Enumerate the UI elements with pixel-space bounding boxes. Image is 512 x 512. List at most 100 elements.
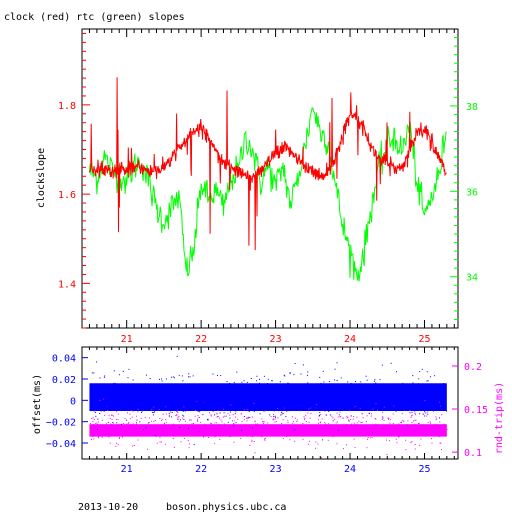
scatter-point-offset	[153, 411, 155, 413]
scatter-point-offset	[253, 411, 255, 413]
scatter-point-offset	[269, 400, 271, 402]
scatter-point-offset	[446, 410, 448, 412]
scatter-point-rnd-trip	[96, 422, 98, 424]
scatter-point-rnd-trip	[116, 442, 118, 444]
scatter-point-rnd-trip	[393, 405, 395, 407]
scatter-point-rnd-trip	[320, 425, 322, 427]
scatter-point-rnd-trip	[429, 422, 431, 424]
scatter-point-offset	[148, 422, 150, 424]
scatter-point-offset	[97, 418, 99, 420]
scatter-point-rnd-trip	[260, 426, 262, 428]
scatter-point-offset	[230, 403, 232, 405]
scatter-point-rnd-trip	[339, 416, 341, 418]
scatter-point-rnd-trip	[387, 430, 389, 432]
scatter-point-offset	[159, 400, 161, 402]
scatter-point-rnd-trip	[146, 448, 148, 450]
scatter-point-offset	[280, 414, 282, 416]
scatter-point-rnd-trip	[294, 417, 296, 419]
scatter-point-rnd-trip	[277, 434, 279, 436]
scatter-point-rnd-trip	[140, 429, 142, 431]
scatter-point-rnd-trip	[191, 423, 193, 425]
scatter-point-offset	[337, 391, 339, 393]
scatter-point-offset	[432, 409, 434, 411]
scatter-point-rnd-trip	[92, 421, 94, 423]
scatter-point-offset	[392, 400, 394, 402]
scatter-point-offset	[332, 420, 334, 422]
scatter-point-offset	[344, 390, 346, 392]
scatter-point-rnd-trip	[375, 418, 377, 420]
scatter-point-rnd-trip	[264, 438, 266, 440]
scatter-point-rnd-trip	[139, 426, 141, 428]
scatter-point-rnd-trip	[240, 437, 242, 439]
scatter-point-offset	[149, 397, 151, 399]
scatter-point-rnd-trip	[414, 419, 416, 421]
scatter-point-offset	[437, 390, 439, 392]
scatter-point-offset	[403, 409, 405, 411]
scatter-point-offset	[288, 383, 290, 385]
scatter-point-rnd-trip	[148, 417, 150, 419]
bottom-x-tick-label: 22	[195, 464, 207, 475]
scatter-point-offset	[343, 394, 345, 396]
scatter-point-offset	[208, 405, 210, 407]
scatter-point-rnd-trip	[378, 425, 380, 427]
scatter-point-offset	[148, 408, 150, 410]
scatter-point-rnd-trip	[391, 427, 393, 429]
scatter-point-rnd-trip	[118, 423, 120, 425]
scatter-point-offset	[90, 386, 92, 388]
scatter-point-offset	[407, 385, 409, 387]
scatter-point-rnd-trip	[153, 406, 155, 408]
scatter-point-offset	[421, 368, 423, 370]
scatter-point-offset	[285, 416, 287, 418]
scatter-point-rnd-trip	[369, 431, 371, 433]
scatter-point-offset	[444, 394, 446, 396]
scatter-point-offset	[368, 395, 370, 397]
scatter-point-offset	[175, 401, 177, 403]
scatter-point-offset	[195, 385, 197, 387]
scatter-point-rnd-trip	[367, 425, 369, 427]
scatter-point-rnd-trip	[108, 415, 110, 417]
scatter-point-rnd-trip	[210, 422, 212, 424]
scatter-point-offset	[294, 429, 296, 431]
scatter-point-offset	[417, 387, 419, 389]
scatter-point-rnd-trip	[178, 421, 180, 423]
scatter-point-offset	[264, 390, 266, 392]
bottom-x-tick-label: 21	[121, 464, 133, 475]
scatter-point-offset	[136, 419, 138, 421]
scatter-point-offset	[432, 399, 434, 401]
scatter-point-rnd-trip	[144, 416, 146, 418]
scatter-point-rnd-trip	[427, 430, 429, 432]
scatter-point-rnd-trip	[427, 422, 429, 424]
scatter-point-rnd-trip	[170, 429, 172, 431]
scatter-point-rnd-trip	[223, 415, 225, 417]
scatter-point-offset	[207, 410, 209, 412]
scatter-point-offset	[360, 395, 362, 397]
scatter-point-offset	[328, 381, 330, 383]
scatter-point-rnd-trip	[331, 415, 333, 417]
scatter-point-rnd-trip	[93, 419, 95, 421]
scatter-point-offset	[395, 410, 397, 412]
scatter-point-rnd-trip	[398, 424, 400, 426]
scatter-point-rnd-trip	[337, 430, 339, 432]
scatter-point-offset	[314, 389, 316, 391]
scatter-point-rnd-trip	[187, 433, 189, 435]
scatter-point-rnd-trip	[161, 420, 163, 422]
scatter-point-offset	[350, 415, 352, 417]
scatter-point-rnd-trip	[325, 428, 327, 430]
scatter-point-rnd-trip	[367, 437, 369, 439]
scatter-point-rnd-trip	[92, 435, 94, 437]
scatter-point-rnd-trip	[344, 427, 346, 429]
scatter-point-offset	[327, 397, 329, 399]
scatter-point-offset	[367, 398, 369, 400]
scatter-point-offset	[99, 377, 101, 379]
scatter-point-offset	[360, 381, 362, 383]
scatter-point-rnd-trip	[371, 436, 373, 438]
scatter-point-rnd-trip	[383, 406, 385, 408]
scatter-point-rnd-trip	[188, 447, 190, 449]
scatter-point-offset	[283, 400, 285, 402]
scatter-point-rnd-trip	[233, 423, 235, 425]
scatter-point-rnd-trip	[342, 448, 344, 450]
scatter-point-offset	[412, 402, 414, 404]
scatter-point-rnd-trip	[188, 426, 190, 428]
scatter-point-rnd-trip	[414, 448, 416, 450]
scatter-point-offset	[177, 393, 179, 395]
